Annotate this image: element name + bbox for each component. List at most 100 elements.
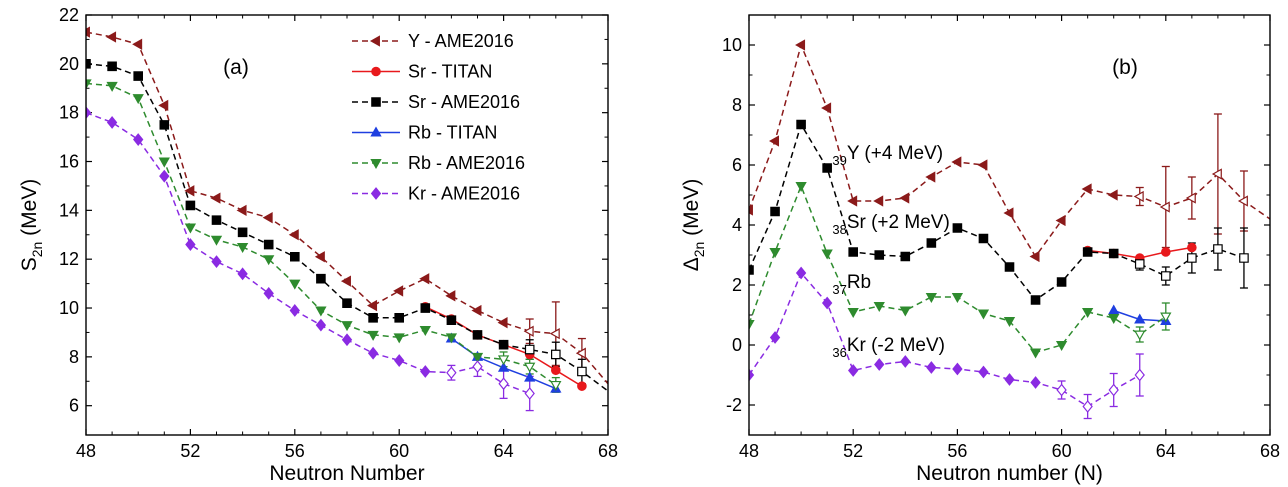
panel-label: (b) (1112, 56, 1138, 79)
x-tick-label: 64 (494, 441, 514, 461)
y-axis-label-symbol: S (18, 257, 41, 271)
data-point (1056, 277, 1067, 287)
data-point (848, 247, 858, 257)
y-tick-label: 8 (732, 95, 742, 115)
data-point (315, 318, 327, 332)
data-point (577, 381, 587, 391)
data-point (1108, 248, 1119, 259)
data-point (342, 298, 352, 308)
y-tick-label: 20 (59, 54, 79, 74)
data-point-open (1082, 400, 1093, 413)
data-point (1030, 376, 1041, 389)
legend-label: Y - AME2016 (408, 31, 514, 51)
data-point (900, 251, 911, 262)
data-point-open (1134, 259, 1145, 269)
legend-marker (370, 187, 382, 200)
data-point (211, 255, 222, 269)
data-point (1003, 317, 1016, 328)
data-point (211, 215, 222, 225)
data-point (184, 223, 197, 234)
data-point (394, 354, 405, 367)
data-point (263, 286, 274, 300)
data-point (368, 312, 378, 323)
data-point (524, 371, 536, 382)
annotation-subscript: 37 (832, 282, 846, 297)
x-tick-label: 48 (76, 441, 96, 461)
y-axis-label: Δ2n (MeV) (680, 179, 707, 272)
data-point (237, 227, 248, 238)
annotation-text: Rb (847, 272, 871, 293)
data-point-open (575, 347, 586, 359)
data-point (446, 315, 457, 326)
data-point (1055, 341, 1068, 352)
data-point-open (1134, 368, 1145, 382)
x-tick-label: 60 (1052, 441, 1072, 461)
data-point (874, 358, 885, 371)
data-point (749, 204, 753, 216)
data-point (925, 171, 936, 183)
data-point-open (577, 366, 587, 377)
series-annotation: 39Y (+4 MeV) (832, 143, 943, 168)
data-point (847, 195, 858, 207)
data-point (445, 333, 458, 344)
data-point (158, 157, 170, 168)
data-point (795, 182, 807, 193)
data-point (159, 169, 170, 183)
data-point (899, 192, 910, 204)
data-point (237, 267, 248, 281)
y-tick-label: 22 (59, 5, 79, 25)
plot-frame (748, 14, 1271, 436)
y-axis-label-subscript: 2n (691, 242, 707, 258)
data-point-open (472, 360, 483, 374)
x-tick-label: 52 (843, 441, 863, 461)
x-tick-label: 60 (389, 441, 409, 461)
data-point (341, 321, 353, 332)
data-point (770, 206, 780, 217)
data-point (1030, 295, 1041, 305)
data-point (445, 290, 456, 302)
annotation-subscript: 39 (832, 153, 846, 168)
data-point (340, 275, 351, 287)
data-point (497, 361, 510, 372)
data-point (978, 233, 989, 244)
series-layer (86, 26, 608, 412)
data-point-open (551, 349, 561, 360)
data-point (978, 365, 989, 379)
data-point-open (1237, 195, 1248, 207)
data-point-open (1108, 383, 1119, 397)
y-tick-label: 0 (732, 335, 742, 355)
data-point (952, 362, 963, 376)
legend: Y - AME2016 Sr - TITAN Sr - AME2016 Rb - TI… (352, 31, 525, 204)
x-axis-label: Neutron Number (269, 462, 424, 485)
y-tick-label: 10 (722, 35, 742, 55)
data-point (210, 192, 221, 204)
data-point (749, 265, 754, 275)
data-point-open (1161, 271, 1171, 281)
data-point (769, 248, 781, 259)
data-point (289, 304, 300, 317)
panel-label: (a) (223, 56, 249, 79)
data-point (1187, 242, 1197, 253)
y-axis-label-unit: (MeV) (18, 179, 41, 242)
y-tick-label: 18 (59, 103, 79, 123)
data-point (290, 251, 300, 262)
data-point (86, 26, 90, 38)
data-point (821, 102, 832, 114)
data-point (1055, 214, 1066, 227)
data-point (86, 79, 92, 90)
data-point (367, 346, 379, 360)
data-point (769, 331, 781, 344)
data-point (1107, 189, 1118, 201)
data-point (749, 320, 755, 331)
plot-frame (85, 14, 609, 436)
legend-label: Kr - AME2016 (408, 184, 520, 204)
data-point (158, 99, 169, 111)
data-point (768, 135, 780, 147)
data-point (873, 195, 884, 207)
x-tick-label: 56 (285, 441, 305, 461)
series-annotation: 37Rb (832, 272, 871, 297)
data-point-open (498, 377, 509, 391)
data-point (1004, 373, 1015, 386)
data-point (795, 39, 806, 51)
